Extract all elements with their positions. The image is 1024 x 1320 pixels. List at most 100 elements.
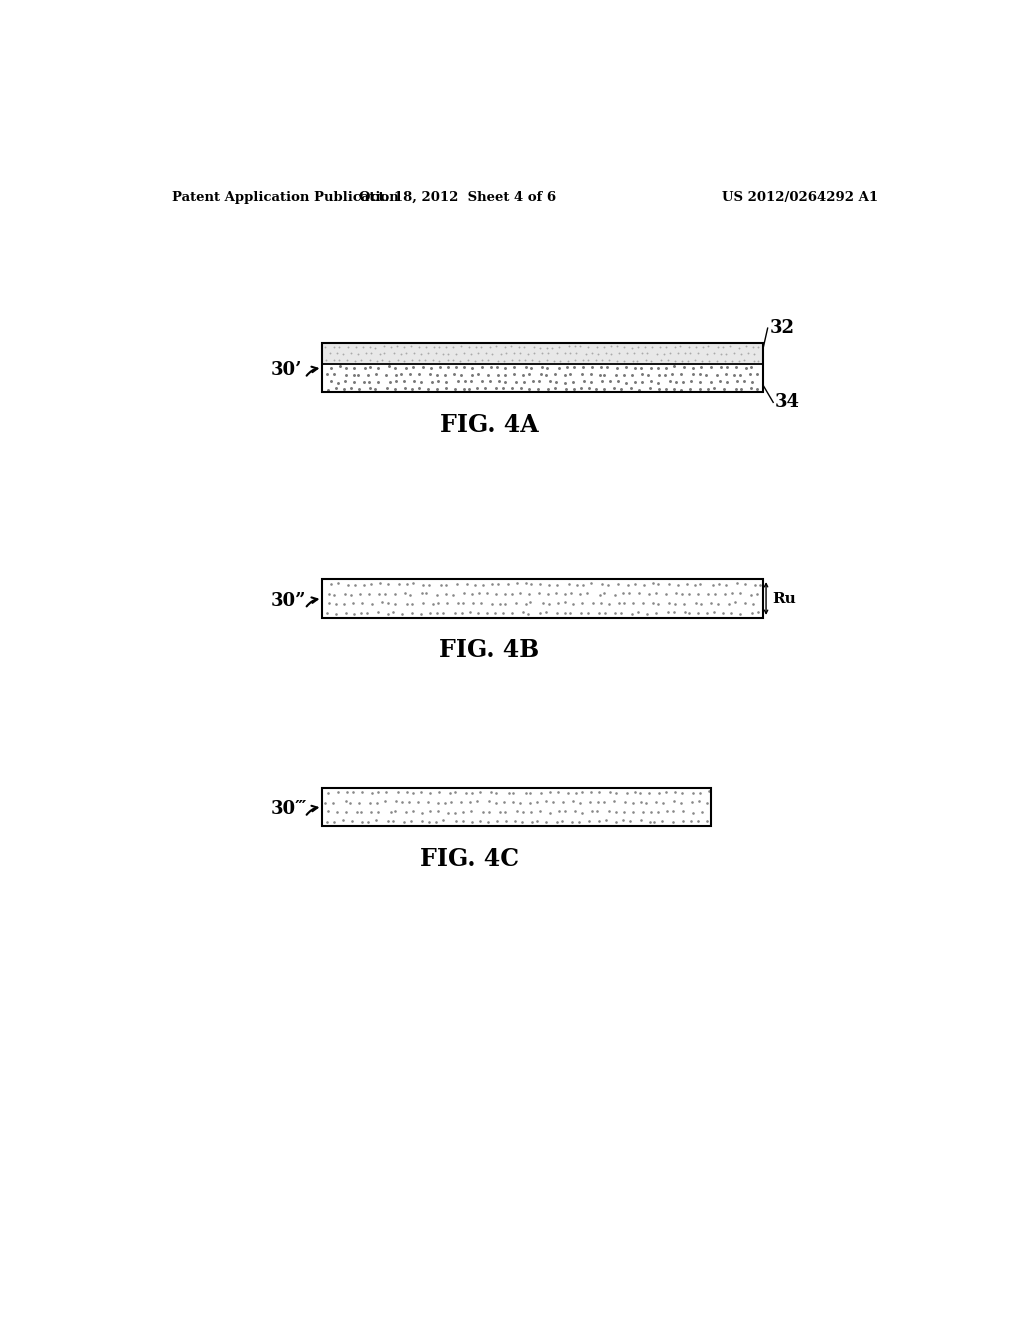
Point bbox=[691, 378, 708, 399]
Point bbox=[351, 379, 368, 400]
Point bbox=[435, 343, 452, 364]
Bar bbox=[323, 343, 763, 364]
Point bbox=[674, 364, 690, 385]
Point bbox=[346, 364, 362, 385]
Point bbox=[497, 801, 513, 822]
Point bbox=[624, 603, 640, 624]
Point bbox=[607, 364, 624, 385]
Point bbox=[727, 379, 743, 400]
Point bbox=[343, 343, 359, 364]
Point bbox=[657, 358, 674, 379]
Point bbox=[425, 593, 441, 614]
Point bbox=[650, 372, 667, 393]
Point bbox=[615, 337, 632, 358]
Point bbox=[456, 342, 472, 363]
Point bbox=[472, 781, 488, 803]
Point bbox=[511, 350, 527, 371]
Point bbox=[420, 792, 436, 813]
Point bbox=[352, 583, 369, 605]
Point bbox=[667, 379, 683, 400]
Point bbox=[350, 792, 367, 813]
Point bbox=[404, 356, 421, 378]
Point bbox=[475, 801, 492, 822]
Point bbox=[608, 812, 625, 833]
Point bbox=[640, 364, 656, 385]
Point bbox=[742, 363, 759, 384]
Point bbox=[439, 356, 456, 378]
Point bbox=[505, 783, 521, 804]
Point bbox=[525, 342, 542, 363]
Point bbox=[512, 582, 528, 603]
Point bbox=[670, 342, 686, 363]
Point bbox=[469, 378, 485, 399]
Point bbox=[504, 602, 520, 623]
Point bbox=[690, 583, 707, 605]
Point bbox=[404, 573, 421, 594]
Point bbox=[471, 583, 487, 605]
Point bbox=[394, 791, 411, 812]
Point bbox=[667, 337, 683, 358]
Point bbox=[415, 574, 431, 595]
Point bbox=[388, 791, 404, 812]
Point bbox=[496, 791, 512, 812]
Point bbox=[717, 350, 733, 371]
Point bbox=[497, 337, 513, 358]
Point bbox=[605, 378, 622, 399]
Point bbox=[679, 573, 695, 594]
Point bbox=[403, 810, 420, 832]
Point bbox=[319, 603, 336, 624]
Point bbox=[387, 356, 403, 378]
Point bbox=[347, 350, 364, 371]
Point bbox=[472, 593, 488, 614]
Point bbox=[490, 371, 507, 392]
Point bbox=[683, 792, 699, 813]
Point bbox=[589, 337, 605, 358]
Point bbox=[592, 364, 608, 385]
Point bbox=[639, 342, 655, 363]
Point bbox=[538, 364, 554, 385]
Point bbox=[489, 356, 506, 378]
Point bbox=[615, 364, 632, 385]
Point bbox=[501, 783, 517, 804]
Point bbox=[702, 593, 719, 614]
Text: US 2012/0264292 A1: US 2012/0264292 A1 bbox=[722, 191, 878, 203]
Point bbox=[643, 371, 659, 392]
Point bbox=[539, 350, 555, 371]
Point bbox=[429, 792, 445, 813]
Point bbox=[411, 378, 427, 399]
Point bbox=[445, 363, 462, 384]
Point bbox=[360, 583, 377, 605]
Point bbox=[385, 810, 401, 832]
Point bbox=[583, 372, 599, 393]
Point bbox=[374, 350, 390, 371]
Point bbox=[520, 603, 537, 624]
Point bbox=[327, 337, 343, 358]
Point bbox=[596, 582, 612, 603]
Point bbox=[664, 363, 680, 384]
Point bbox=[563, 812, 580, 833]
Point bbox=[573, 803, 590, 824]
Text: 34: 34 bbox=[775, 393, 800, 412]
Point bbox=[713, 343, 729, 364]
Point bbox=[387, 371, 403, 392]
Point bbox=[699, 810, 716, 832]
Point bbox=[410, 791, 426, 812]
Point bbox=[454, 602, 470, 623]
Point bbox=[633, 810, 649, 832]
Point bbox=[544, 337, 560, 358]
Point bbox=[701, 350, 718, 371]
Point bbox=[421, 574, 437, 595]
Point bbox=[382, 337, 398, 358]
Point bbox=[550, 800, 566, 821]
Point bbox=[616, 791, 633, 812]
Point bbox=[711, 574, 727, 595]
Point bbox=[531, 573, 548, 594]
Point bbox=[657, 378, 674, 399]
Point bbox=[660, 573, 677, 594]
Point bbox=[401, 583, 418, 605]
Point bbox=[540, 343, 556, 364]
Point bbox=[602, 371, 618, 392]
Point bbox=[580, 582, 596, 603]
Point bbox=[630, 602, 646, 623]
Point bbox=[716, 378, 732, 399]
